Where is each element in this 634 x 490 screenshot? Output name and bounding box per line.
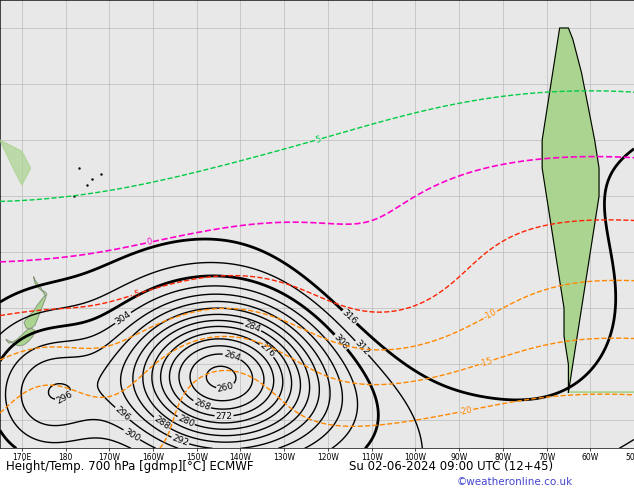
Text: Su 02-06-2024 09:00 UTC (12+45): Su 02-06-2024 09:00 UTC (12+45) (349, 460, 553, 473)
Text: 272: 272 (216, 412, 233, 421)
Text: 284: 284 (243, 319, 262, 334)
Text: -20: -20 (458, 405, 473, 416)
Polygon shape (24, 277, 47, 329)
Text: 268: 268 (192, 398, 211, 413)
Text: 308: 308 (332, 332, 350, 351)
Polygon shape (0, 140, 30, 185)
Text: 292: 292 (171, 434, 190, 448)
Text: 300: 300 (122, 427, 141, 443)
Text: -10: -10 (482, 308, 498, 322)
Text: 5: 5 (314, 134, 322, 145)
Text: 312: 312 (353, 339, 371, 357)
Text: 264: 264 (223, 349, 242, 363)
Polygon shape (6, 328, 35, 346)
Text: -15: -15 (479, 356, 494, 368)
Text: -5: -5 (131, 289, 142, 299)
Text: 260: 260 (216, 382, 235, 394)
Text: Height/Temp. 700 hPa [gdmp][°C] ECMWF: Height/Temp. 700 hPa [gdmp][°C] ECMWF (6, 460, 254, 473)
Text: 276: 276 (257, 341, 276, 359)
Text: 316: 316 (340, 308, 359, 326)
Text: ©weatheronline.co.uk: ©weatheronline.co.uk (456, 477, 573, 487)
Polygon shape (542, 28, 634, 392)
Text: 0: 0 (146, 237, 153, 247)
Text: 280: 280 (176, 414, 195, 429)
Text: 296: 296 (113, 405, 132, 423)
Text: 288: 288 (152, 414, 171, 432)
Text: 296: 296 (55, 389, 74, 405)
Text: 304: 304 (113, 309, 133, 326)
